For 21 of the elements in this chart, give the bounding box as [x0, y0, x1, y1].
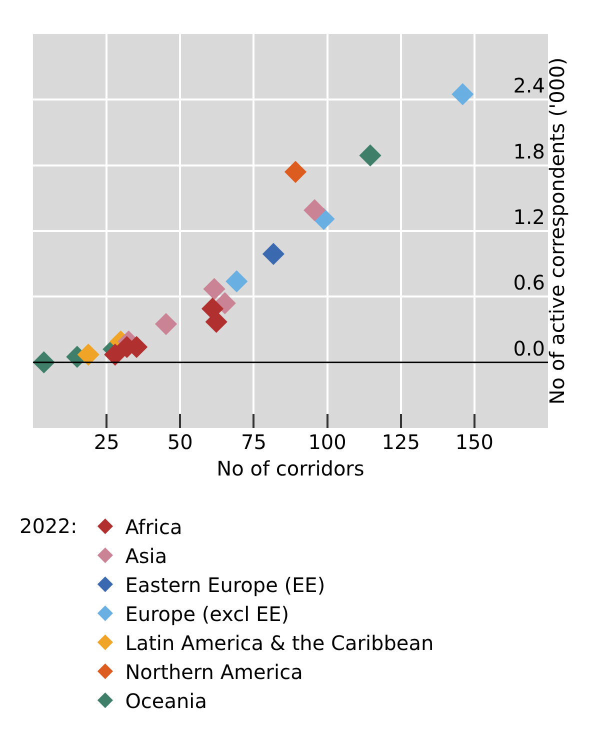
legend-label: Latin America & the Caribbean [125, 631, 434, 656]
legend-label: Asia [125, 544, 168, 568]
y-axis-title: No of active correspondents ('000) [545, 57, 569, 405]
x-tick-label: 150 [455, 430, 494, 454]
legend-label: Oceania [125, 689, 207, 714]
x-tick-label: 75 [240, 430, 266, 454]
x-tick-label: 50 [167, 430, 193, 454]
legend-label: Eastern Europe (EE) [125, 573, 326, 598]
y-tick-label: 2.4 [513, 74, 545, 98]
legend-label: Europe (excl EE) [125, 602, 290, 626]
legend-title: 2022: [20, 514, 78, 538]
y-tick-label: 0.0 [513, 336, 545, 360]
x-tick-label: 25 [94, 430, 120, 454]
y-tick-label: 0.6 [513, 270, 545, 295]
y-tick-label: 1.2 [513, 205, 545, 229]
y-tick-label: 1.8 [513, 139, 545, 164]
legend-label: Africa [125, 515, 182, 540]
x-tick-label: 125 [382, 430, 420, 454]
x-axis-title: No of corridors [216, 456, 364, 480]
x-tick-label: 100 [308, 430, 346, 454]
legend-label: Northern America [125, 660, 303, 684]
